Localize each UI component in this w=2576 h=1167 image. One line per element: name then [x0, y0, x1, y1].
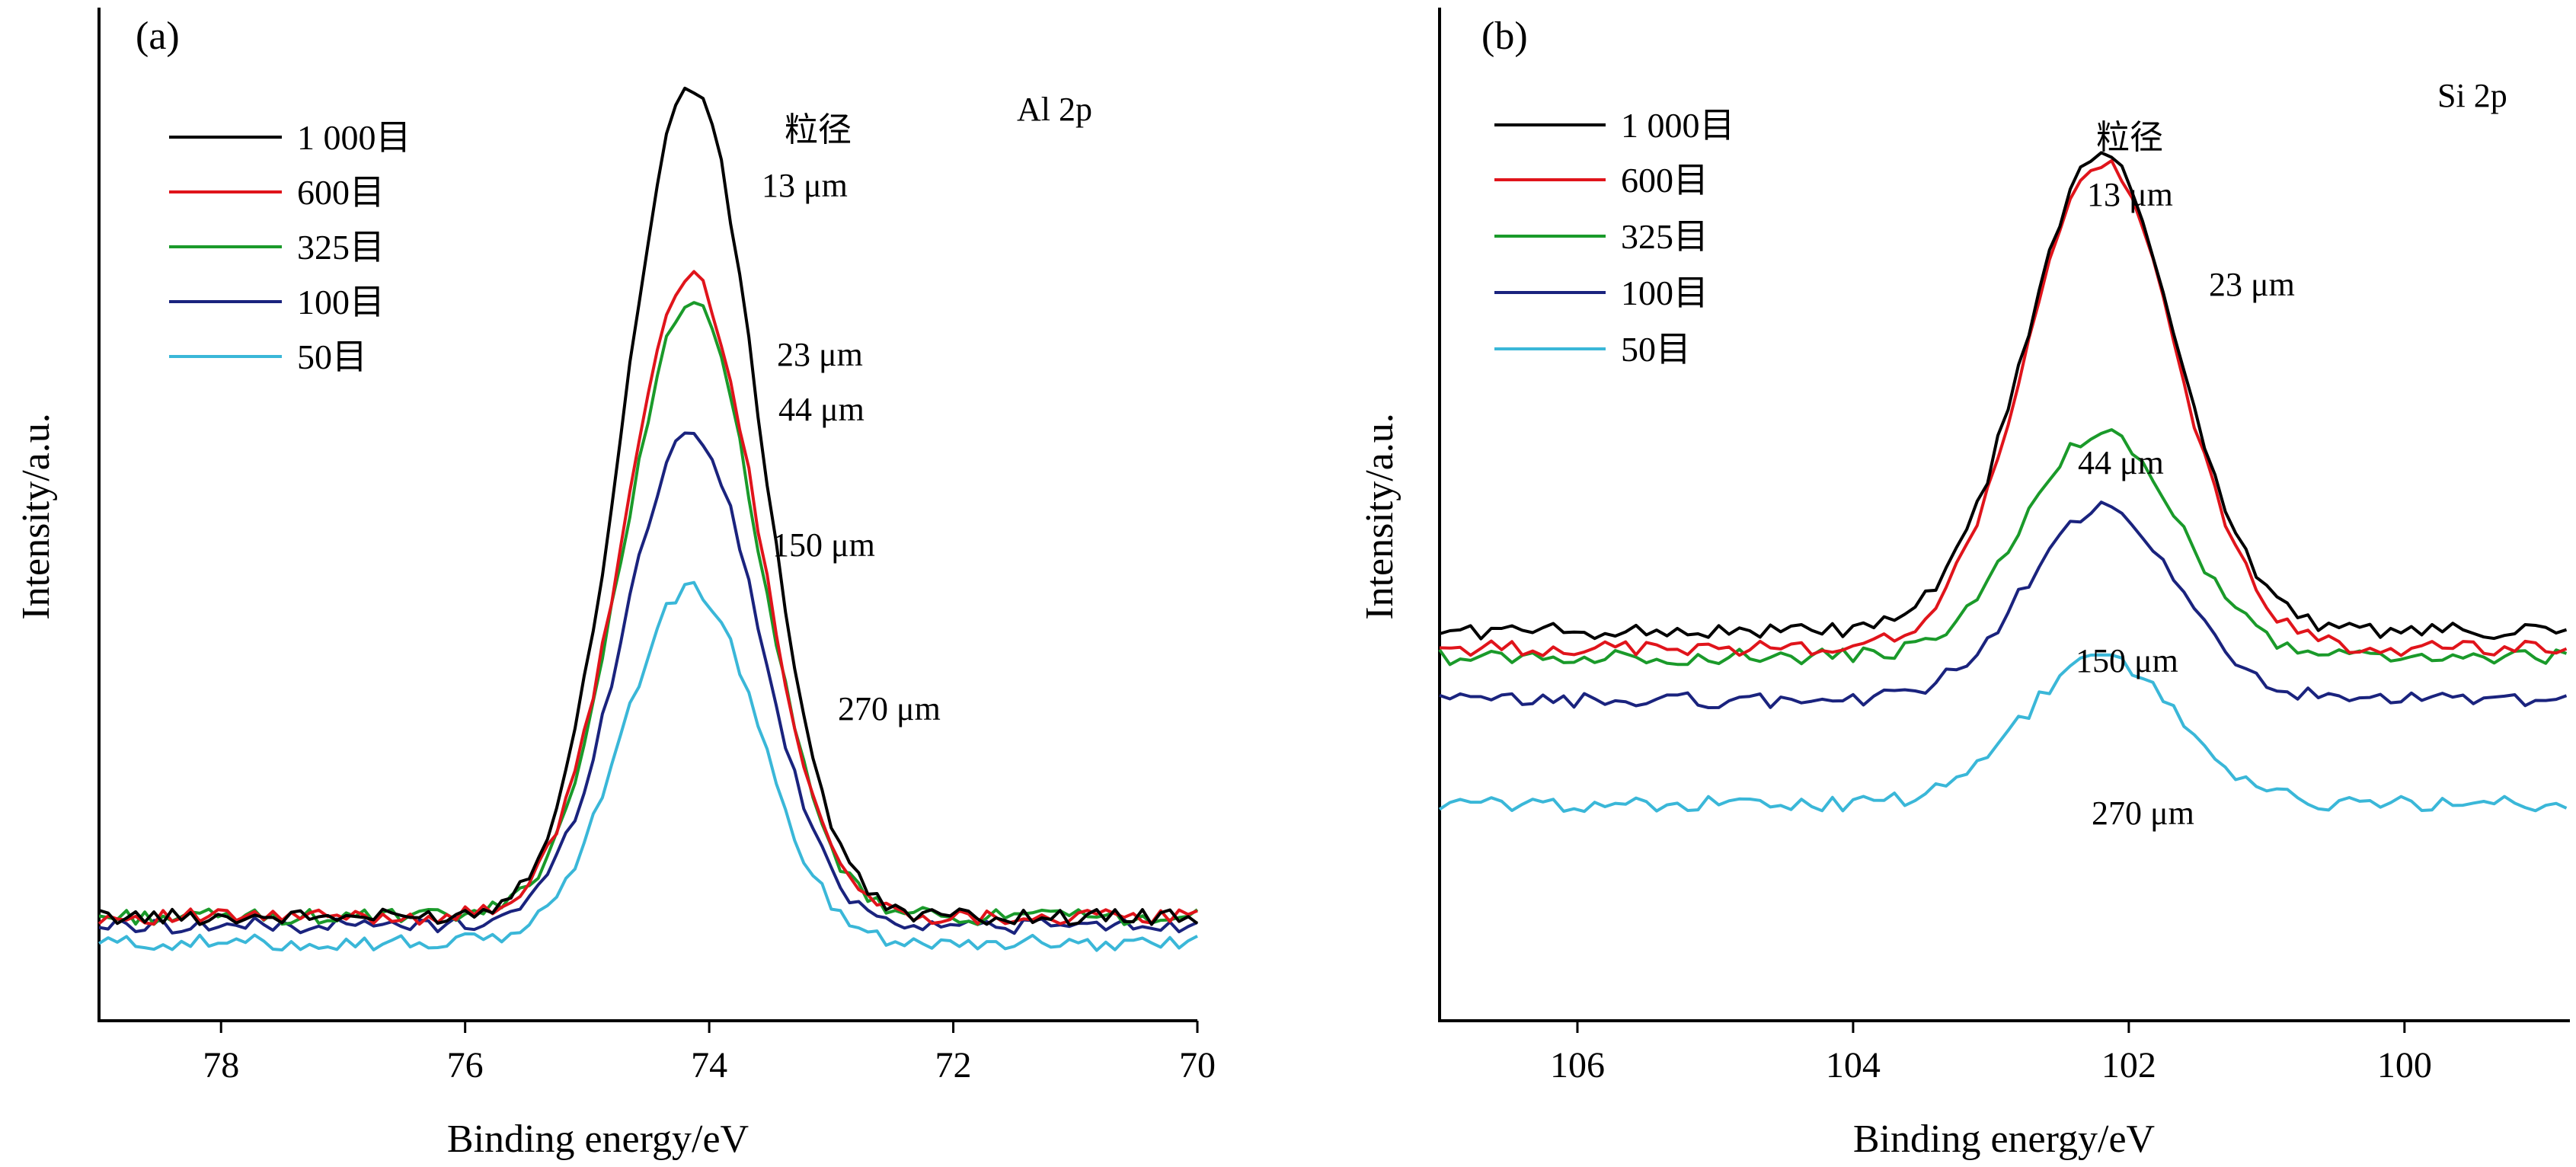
panel-a-label: (a)	[136, 14, 180, 58]
panel-a-al2p: (a) Al 2p 粒径 78 76 74 72 70 Binding energy/e…	[14, 8, 1216, 1161]
panel-a-element-label: Al 2p	[1017, 91, 1092, 128]
panel-a-tick-label-76: 76	[447, 1045, 484, 1085]
panel-a-line-1	[97, 270, 1198, 926]
panel-b-legend-label-50: 50目	[1621, 330, 1691, 369]
panel-b-si2p: (b) Si 2p 粒径 106 104 102 100 Binding energy…	[1358, 8, 2570, 1161]
panel-a-legend-label-1000: 1 000目	[297, 118, 411, 157]
panel-a-x-title: Binding energy/eV	[447, 1117, 749, 1161]
panel-a-annot-23um: 23 μm	[777, 336, 863, 373]
panel-b-x-title: Binding energy/eV	[1853, 1117, 2155, 1161]
panel-a-x-ticks: 78 76 74 72 70	[203, 1021, 1216, 1085]
panel-a-tick-label-72: 72	[935, 1045, 972, 1085]
panel-b-label: (b)	[1481, 14, 1528, 58]
panel-a-annot-150um: 150 μm	[772, 526, 875, 564]
panel-a-line-4	[97, 580, 1198, 952]
panel-a-legend-label-600: 600目	[297, 173, 385, 212]
panel-b-annot-150um: 150 μm	[2076, 642, 2178, 679]
panel-b-size-header: 粒径	[2096, 119, 2163, 156]
panel-b-legend-label-100: 100目	[1621, 273, 1708, 312]
panel-b-annot-23um: 23 μm	[2209, 266, 2295, 303]
panel-a-size-header: 粒径	[785, 111, 852, 149]
panel-b-legend-label-325: 325目	[1621, 217, 1708, 256]
panel-b-line-2	[1438, 428, 2568, 667]
panel-b-tick-label-106: 106	[1550, 1045, 1605, 1085]
panel-a-legend-label-325: 325目	[297, 228, 385, 267]
panel-a-tick-label-78: 78	[203, 1045, 239, 1085]
panel-b-line-3	[1439, 500, 2568, 709]
panel-a-annot-44um: 44 μm	[778, 391, 865, 428]
panel-b-annot-270um: 270 μm	[2092, 795, 2194, 832]
panel-a-line-3	[98, 431, 1198, 935]
panel-a-line-0	[98, 86, 1199, 926]
panel-b-tick-label-104: 104	[1826, 1045, 1881, 1085]
panel-b-tick-label-100: 100	[2377, 1045, 2432, 1085]
panel-a-annot-270um: 270 μm	[838, 690, 941, 727]
panel-b-annot-13um: 13 μm	[2087, 176, 2173, 213]
panel-a-annot-13um: 13 μm	[762, 167, 848, 204]
panel-b-line-1	[1439, 158, 2568, 657]
panel-b-element-label: Si 2p	[2437, 77, 2507, 114]
panel-b-line-4	[1438, 653, 2568, 814]
panel-b-line-0	[1439, 151, 2568, 641]
panel-a-legend-label-100: 100目	[297, 283, 385, 321]
panel-b-y-title: Intensity/a.u.	[1358, 413, 1401, 620]
panel-b-legend-label-1000: 1 000目	[1621, 106, 1735, 145]
panel-b-series	[1438, 151, 2568, 814]
panel-a-tick-label-74: 74	[691, 1045, 727, 1085]
panel-a-tick-label-70: 70	[1179, 1045, 1216, 1085]
panel-a-legend-label-50: 50目	[297, 337, 367, 376]
panel-a-y-title: Intensity/a.u.	[14, 413, 58, 620]
panel-b-legend-label-600: 600目	[1621, 161, 1708, 200]
panel-a-legend: 1 000目 600目 325目 100目 50目	[169, 118, 411, 376]
panel-b-x-ticks: 106 104 102 100	[1550, 1021, 2432, 1085]
panel-a-series	[97, 86, 1199, 952]
panel-b-tick-label-102: 102	[2101, 1045, 2156, 1085]
panel-b-annot-44um: 44 μm	[2078, 444, 2164, 481]
panel-b-legend: 1 000目 600目 325目 100目 50目	[1494, 106, 1735, 369]
